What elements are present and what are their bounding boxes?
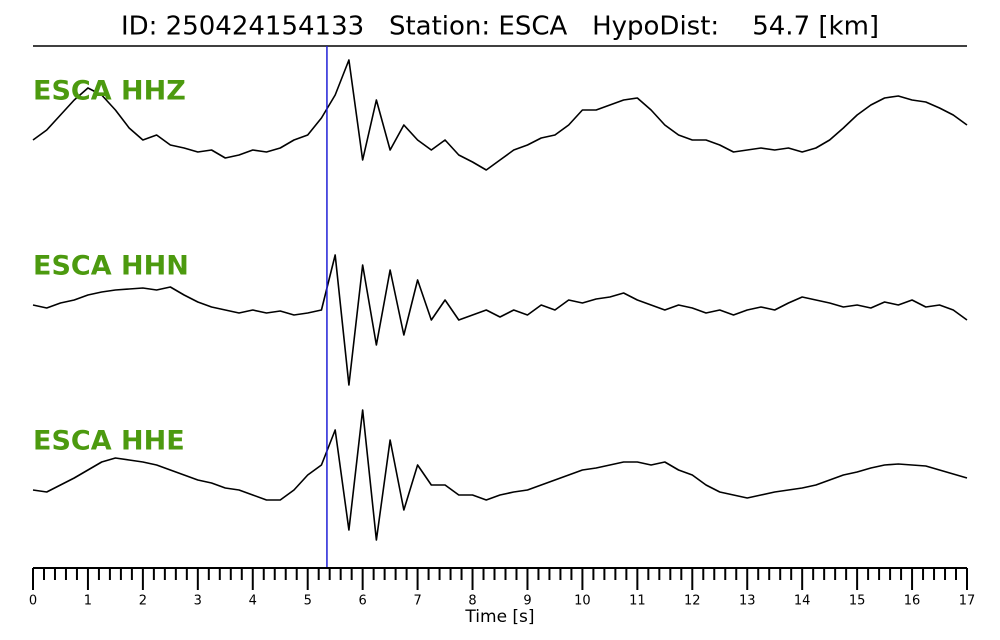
x-tick-label: 17 [959, 594, 976, 609]
x-tick-label: 3 [194, 594, 202, 609]
trace-label: ESCA HHE [33, 426, 185, 457]
x-axis-label: Time [s] [464, 607, 534, 627]
x-tick-label: 10 [574, 594, 591, 609]
trace [32, 254, 968, 386]
x-tick-label: 13 [739, 594, 756, 609]
x-tick-label: 11 [629, 594, 646, 609]
x-tick-label: 6 [359, 594, 367, 609]
x-tick-label: 14 [794, 594, 811, 609]
trace-label: ESCA HHN [33, 251, 189, 282]
x-tick-label: 1 [84, 594, 92, 609]
trace [32, 409, 968, 541]
trace [32, 59, 968, 171]
x-tick-label: 15 [849, 594, 866, 609]
x-tick-label: 8 [468, 594, 476, 609]
x-tick-label: 9 [523, 594, 531, 609]
x-tick-label: 5 [304, 594, 312, 609]
trace-label: ESCA HHZ [33, 76, 186, 107]
x-tick-label: 4 [249, 594, 257, 609]
x-tick-label: 2 [139, 594, 147, 609]
x-tick-label: 0 [29, 594, 37, 609]
x-tick-label: 7 [413, 594, 421, 609]
x-tick-label: 12 [684, 594, 701, 609]
chart-title: ID: 250424154133 Station: ESCA HypoDist:… [121, 12, 879, 42]
x-tick-label: 16 [904, 594, 921, 609]
